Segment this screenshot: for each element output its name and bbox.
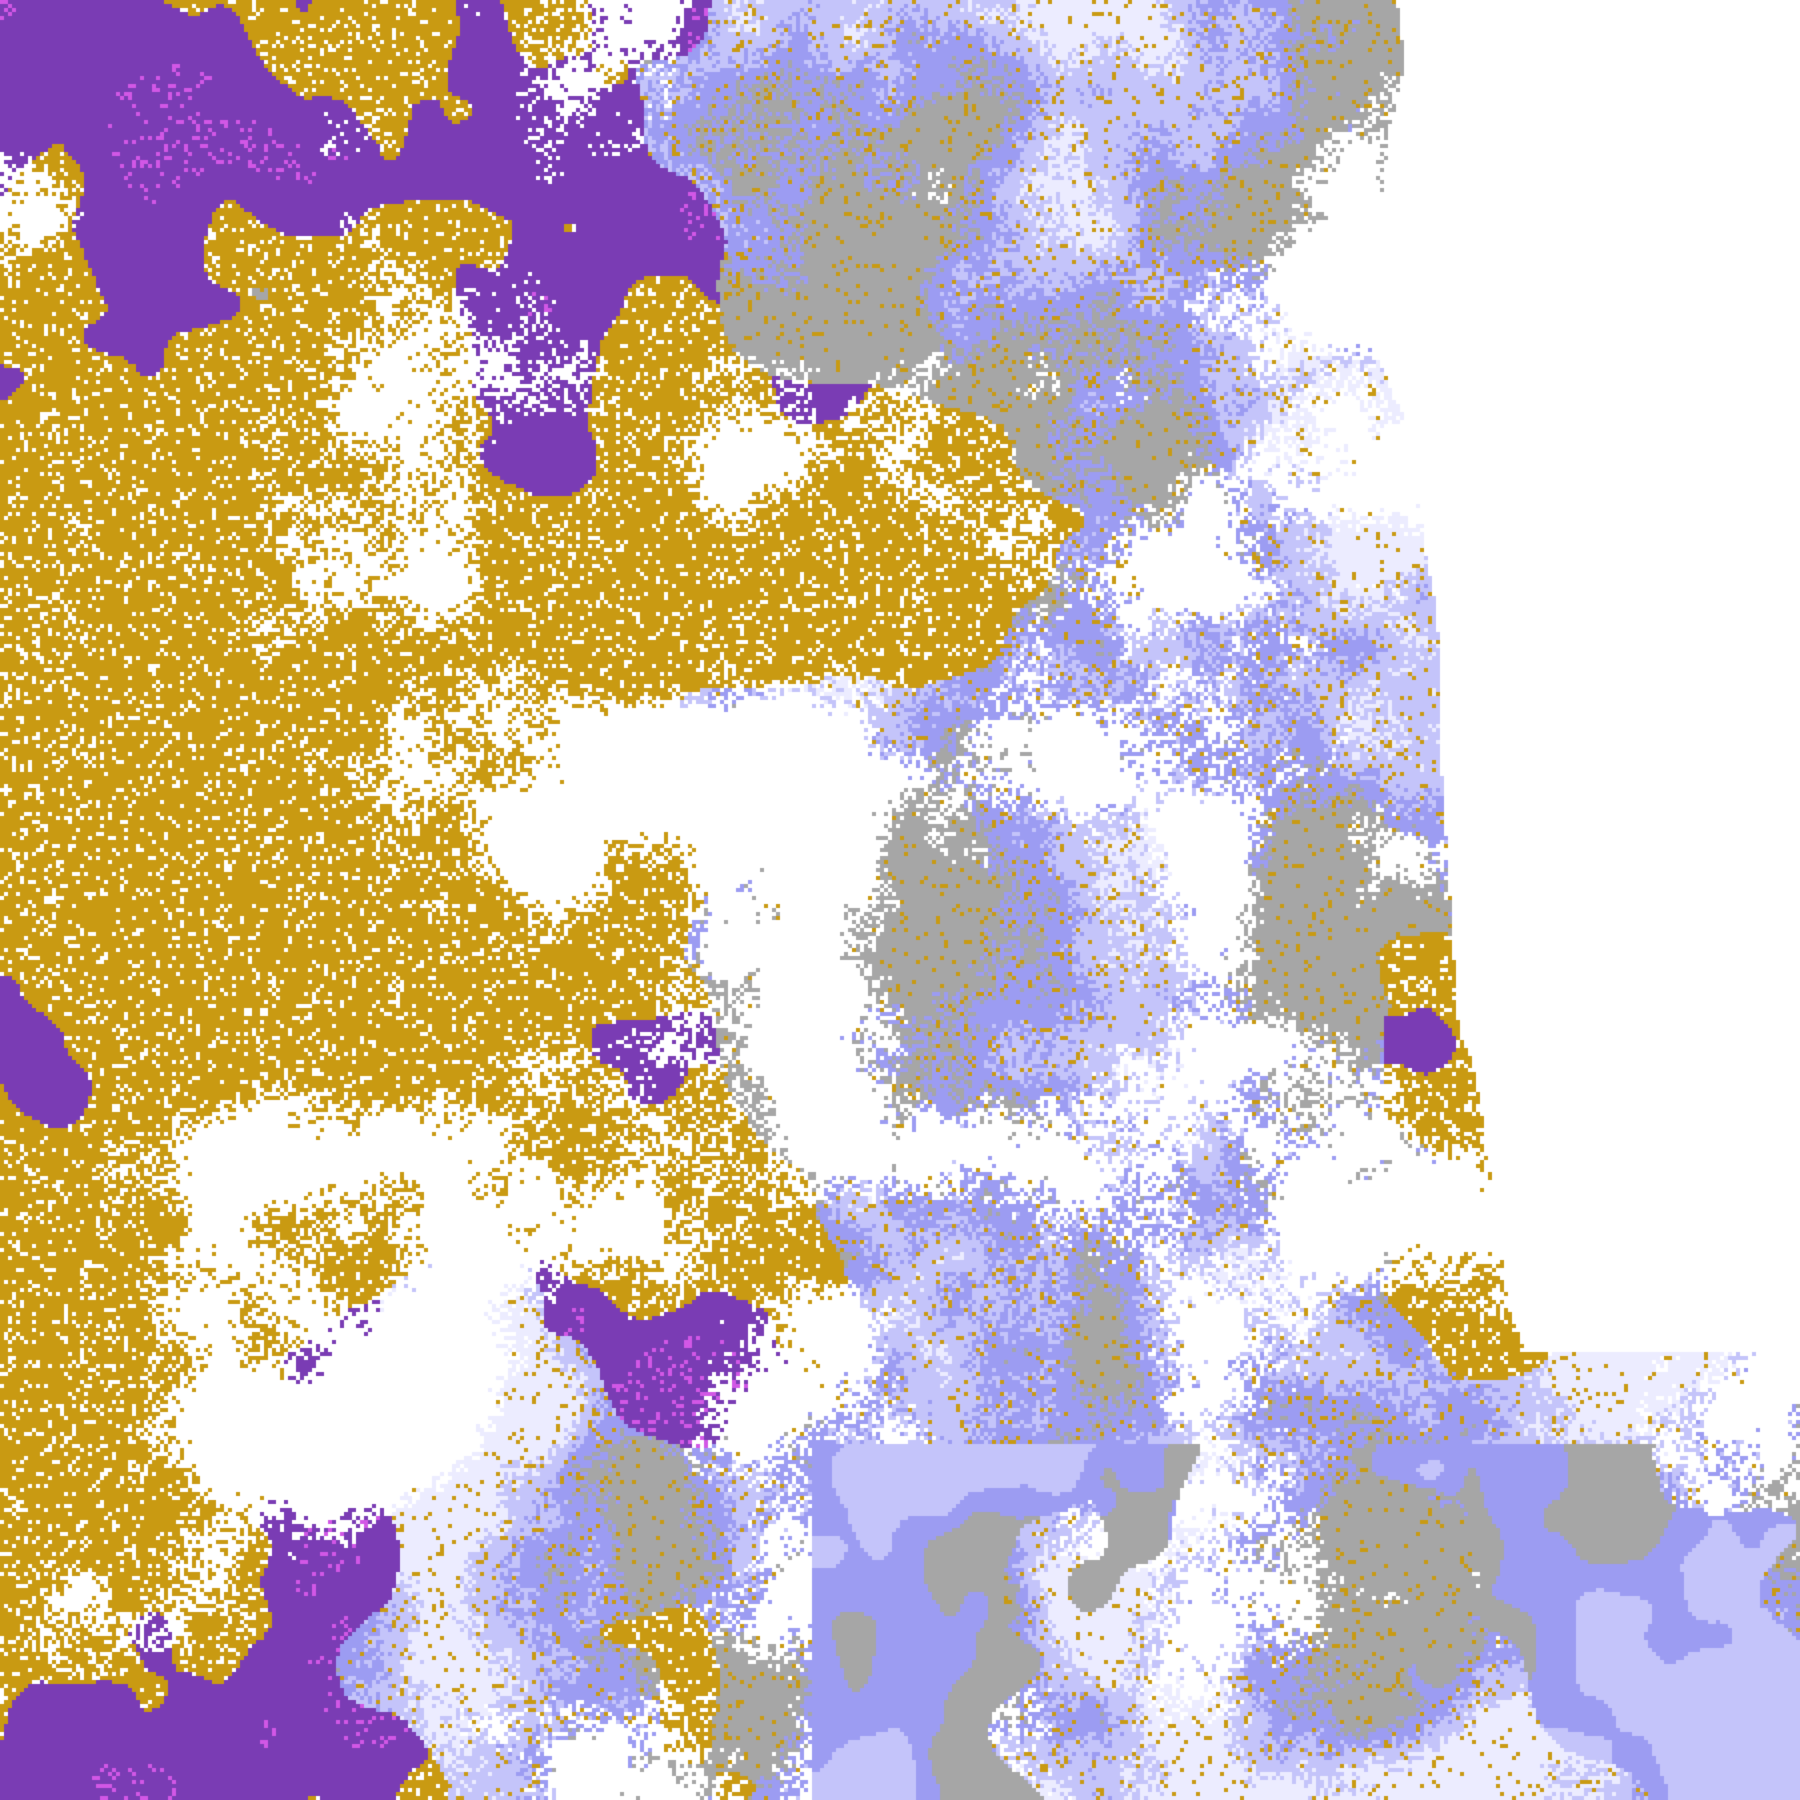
cloud-classification-canvas [0,0,1800,1800]
satellite-image [0,0,1800,1800]
